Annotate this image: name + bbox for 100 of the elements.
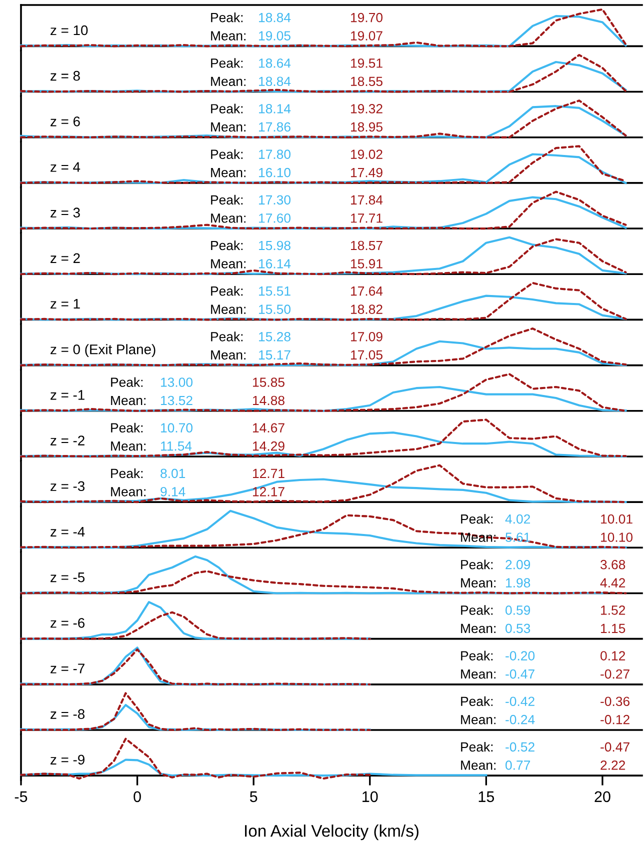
annotation: Peak: xyxy=(461,650,493,660)
annotation: Peak: xyxy=(461,605,493,615)
annotation: 17.80 xyxy=(259,150,290,159)
annotation: Mean: xyxy=(211,304,246,314)
annotation: 4.42 xyxy=(600,578,626,588)
annotation: 17.71 xyxy=(351,214,382,223)
annotation: Mean: xyxy=(461,760,496,770)
annotation: 19.07 xyxy=(351,31,382,40)
annotation: z = -6 xyxy=(50,618,85,628)
annotation: Mean: xyxy=(211,259,246,268)
annotation: 17.84 xyxy=(351,195,383,205)
annotation: z = 0 (Exit Plane) xyxy=(50,344,156,358)
annotation: 12.17 xyxy=(253,486,284,496)
annotation: Peak: xyxy=(461,514,493,524)
x-axis-title: Ion Axial Velocity (km/s) xyxy=(245,824,418,840)
annotation: 14.67 xyxy=(253,423,284,433)
annotation: 0.12 xyxy=(600,651,626,660)
annotation: 18.82 xyxy=(351,304,382,314)
annotation: 12.71 xyxy=(253,468,284,478)
annotation: Peak: xyxy=(211,194,243,205)
annotation: -0.36 xyxy=(600,696,630,706)
annotation: 14.88 xyxy=(253,396,284,406)
x-tick-label: 15 xyxy=(478,791,494,802)
annotation: 15.28 xyxy=(259,332,290,342)
annotation: z = 1 xyxy=(50,299,80,309)
annotation: 9.14 xyxy=(160,486,186,496)
annotation: Peak: xyxy=(211,332,243,342)
annotation: 15.51 xyxy=(259,286,290,296)
annotation: z = 6 xyxy=(50,116,80,126)
annotation: 14.29 xyxy=(253,441,284,451)
annotation: 1.15 xyxy=(601,624,626,634)
annotation: z = 2 xyxy=(50,253,80,263)
annotation: 2.22 xyxy=(600,760,626,770)
annotation: 17.49 xyxy=(351,168,382,178)
annotation: 4.02 xyxy=(505,514,530,524)
annotation: Peak: xyxy=(461,560,493,570)
annotation: -0.20 xyxy=(506,651,535,660)
annotation: z = -5 xyxy=(50,572,85,582)
x-tick-label: 0 xyxy=(134,791,141,802)
annotation: 1.98 xyxy=(506,578,530,588)
annotation: Mean: xyxy=(211,31,246,40)
annotation: 18.57 xyxy=(351,240,382,250)
annotation: 11.54 xyxy=(161,442,192,451)
annotation: Mean: xyxy=(211,350,246,360)
annotation: 18.84 xyxy=(259,12,291,22)
annotation: z = -1 xyxy=(50,390,84,400)
annotation: 17.64 xyxy=(351,286,383,296)
annotation: 17.86 xyxy=(259,122,290,132)
x-tick-label: -5 xyxy=(14,791,28,802)
annotation: Mean: xyxy=(211,76,246,86)
annotation: Peak: xyxy=(211,286,243,296)
annotation: z = -7 xyxy=(50,664,84,674)
annotation: 0.53 xyxy=(506,624,530,634)
annotation: 3.68 xyxy=(600,560,626,570)
annotation: Mean: xyxy=(211,122,246,132)
annotation: Mean: xyxy=(461,669,496,679)
annotation: Mean: xyxy=(211,168,246,178)
annotation: 15.17 xyxy=(259,350,290,360)
annotation: Mean: xyxy=(111,487,146,496)
annotation: 18.95 xyxy=(351,122,382,132)
annotation: 0.59 xyxy=(506,606,530,615)
annotation: Mean: xyxy=(111,396,146,406)
annotation: 8.01 xyxy=(160,468,186,478)
x-tick-label: 20 xyxy=(594,791,610,802)
annotation: 18.14 xyxy=(259,104,291,114)
annotation: Mean: xyxy=(461,624,496,634)
annotation: Peak: xyxy=(111,422,143,433)
annotation: Peak: xyxy=(111,468,143,478)
annotation: z = -4 xyxy=(50,526,85,537)
annotation: 17.60 xyxy=(259,213,290,223)
annotation: 1.52 xyxy=(601,606,626,615)
annotation: Mean: xyxy=(461,715,496,724)
annotation: 15.50 xyxy=(259,304,290,314)
annotation: 10.01 xyxy=(601,514,632,524)
annotation: z = -2 xyxy=(50,436,84,446)
annotation: -0.52 xyxy=(506,742,534,752)
annotation: 19.32 xyxy=(351,104,382,114)
x-tick-label: 10 xyxy=(362,791,378,802)
annotation: 19.05 xyxy=(259,31,290,40)
annotation: Peak: xyxy=(211,58,243,68)
annotation: Peak: xyxy=(211,104,243,114)
annotation: -0.24 xyxy=(506,714,535,724)
annotation: 18.64 xyxy=(259,58,291,68)
annotation: -0.12 xyxy=(600,714,630,724)
annotation: Peak: xyxy=(211,149,243,159)
annotation: 10.70 xyxy=(161,423,192,433)
annotation: Peak: xyxy=(461,742,493,752)
annotation: 17.30 xyxy=(259,195,290,205)
annotation: z = 10 xyxy=(50,25,88,36)
annotation: Mean: xyxy=(211,214,246,223)
annotation: 18.84 xyxy=(259,76,291,86)
x-tick-label: 5 xyxy=(250,791,258,802)
annotation: z = -8 xyxy=(50,709,85,719)
annotation: 16.14 xyxy=(259,259,291,268)
annotation: z = -9 xyxy=(50,754,84,765)
annotation: 2.09 xyxy=(506,560,530,570)
annotation: -0.42 xyxy=(506,696,534,706)
annotation: -0.47 xyxy=(506,669,534,679)
annotation: Peak: xyxy=(461,696,493,706)
annotation: z = 3 xyxy=(50,208,80,218)
